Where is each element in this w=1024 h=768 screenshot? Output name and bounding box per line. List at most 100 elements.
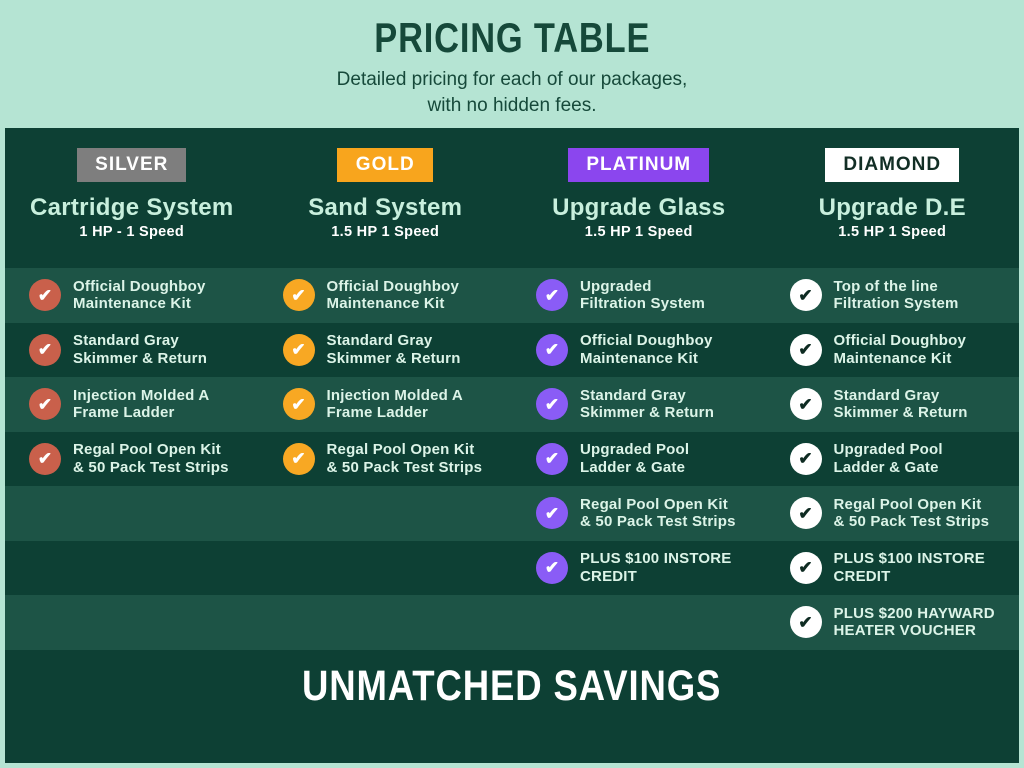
package-subtitle: 1.5 HP 1 Speed [584, 224, 693, 241]
feature-text: Injection Molded A Frame Ladder [326, 386, 463, 422]
check-icon: ✔ [789, 551, 822, 584]
check-icon: ✔ [536, 551, 568, 584]
feature-row: ✔ PLUS $200 HAYWARD HEATER VOUCHER [5, 595, 1019, 650]
feature-text: PLUS $100 INSTORE CREDIT [833, 550, 986, 585]
feature-cell-diamond: ✔ PLUS $200 HAYWARD HEATER VOUCHER [766, 595, 1020, 650]
feature-table: ✔ Official Doughboy Maintenance Kit ✔ Offic… [5, 268, 1019, 650]
package-title: Upgrade Glass [552, 194, 726, 221]
feature-cell-silver [5, 595, 259, 650]
feature-text: Top of the line Filtration System [833, 277, 959, 313]
feature-cell-diamond: ✔ PLUS $100 INSTORE CREDIT [766, 541, 1020, 596]
page-header: PRICING TABLE Detailed pricing for each … [0, 0, 1024, 128]
feature-cell-gold: ✔ Official Doughboy Maintenance Kit [259, 268, 513, 323]
package-title: Sand System [308, 194, 463, 221]
package-column-header-platinum: PLATINUM Upgrade Glass 1.5 HP 1 Speed [512, 128, 766, 268]
feature-text: Injection Molded A Frame Ladder [73, 386, 210, 422]
feature-cell-platinum: ✔ Upgraded Pool Ladder & Gate [512, 432, 766, 487]
check-icon: ✔ [29, 388, 61, 421]
package-subtitle: 1 HP - 1 Speed [79, 224, 185, 241]
feature-text: Upgraded Pool Ladder & Gate [580, 441, 690, 476]
check-icon: ✔ [789, 333, 822, 366]
feature-cell-silver [5, 541, 259, 596]
page-subtitle: Detailed pricing for each of our package… [336, 69, 688, 116]
feature-cell-gold [259, 595, 513, 650]
package-subtitle: 1.5 HP 1 Speed [331, 224, 440, 241]
feature-cell-gold: ✔ Injection Molded A Frame Ladder [259, 377, 513, 432]
feature-row: ✔ Regal Pool Open Kit & 50 Pack Test Stri… [5, 486, 1019, 541]
feature-text: Official Doughboy Maintenance Kit [580, 332, 713, 367]
feature-row: ✔ Official Doughboy Maintenance Kit ✔ Offic… [5, 268, 1019, 323]
feature-text: Regal Pool Open Kit & 50 Pack Test Strip… [833, 495, 990, 531]
feature-row: ✔ Regal Pool Open Kit & 50 Pack Test Stri… [5, 432, 1019, 487]
feature-row: ✔ PLUS $100 INSTORE CREDIT ✔ PLUS $100 INST… [5, 541, 1019, 596]
feature-text: Official Doughboy Maintenance Kit [326, 277, 460, 313]
feature-text: Official Doughboy Maintenance Kit [73, 277, 206, 313]
feature-cell-platinum: ✔ Regal Pool Open Kit & 50 Pack Test Stri… [512, 486, 766, 541]
feature-cell-platinum: ✔ PLUS $100 INSTORE CREDIT [512, 541, 766, 596]
feature-cell-gold: ✔ Standard Gray Skimmer & Return [259, 323, 513, 378]
savings-banner-text: UNMATCHED SAVINGS [302, 661, 722, 710]
feature-cell-silver: ✔ Standard Gray Skimmer & Return [5, 323, 259, 378]
feature-cell-silver: ✔ Official Doughboy Maintenance Kit [5, 268, 259, 323]
feature-text: PLUS $200 HAYWARD HEATER VOUCHER [833, 604, 995, 640]
feature-cell-platinum: ✔ Upgraded Filtration System [512, 268, 766, 323]
feature-cell-platinum [512, 595, 766, 650]
feature-cell-gold [259, 486, 513, 541]
feature-text: Regal Pool Open Kit & 50 Pack Test Strip… [580, 495, 736, 531]
check-icon: ✔ [536, 333, 568, 366]
feature-cell-platinum: ✔ Official Doughboy Maintenance Kit [512, 323, 766, 378]
feature-cell-gold: ✔ Regal Pool Open Kit & 50 Pack Test Stri… [259, 432, 513, 487]
check-icon: ✔ [789, 606, 822, 639]
feature-cell-silver: ✔ Injection Molded A Frame Ladder [5, 377, 259, 432]
check-icon: ✔ [536, 279, 568, 312]
pricing-panel: SILVER Cartridge System 1 HP - 1 Speed G… [5, 128, 1019, 763]
feature-cell-diamond: ✔ Upgraded Pool Ladder & Gate [766, 432, 1020, 487]
feature-cell-diamond: ✔ Regal Pool Open Kit & 50 Pack Test Stri… [766, 486, 1020, 541]
feature-text: PLUS $100 INSTORE CREDIT [580, 550, 732, 585]
check-icon: ✔ [789, 497, 822, 530]
feature-text: Regal Pool Open Kit & 50 Pack Test Strip… [73, 441, 229, 476]
feature-text: Official Doughboy Maintenance Kit [833, 332, 967, 367]
feature-text: Standard Gray Skimmer & Return [833, 386, 968, 422]
package-subtitle: 1.5 HP 1 Speed [838, 224, 947, 241]
check-icon: ✔ [536, 497, 568, 530]
check-icon: ✔ [282, 279, 315, 312]
feature-cell-silver: ✔ Regal Pool Open Kit & 50 Pack Test Stri… [5, 432, 259, 487]
feature-row: ✔ Injection Molded A Frame Ladder ✔ Injecti… [5, 377, 1019, 432]
package-column-header-diamond: DIAMOND Upgrade D.E 1.5 HP 1 Speed [766, 128, 1020, 268]
check-icon: ✔ [282, 388, 315, 421]
tier-badge-diamond: DIAMOND [825, 148, 960, 182]
check-icon: ✔ [789, 388, 822, 421]
feature-text: Upgraded Pool Ladder & Gate [833, 441, 943, 476]
tier-badge-platinum: PLATINUM [568, 148, 710, 182]
feature-text: Standard Gray Skimmer & Return [73, 332, 208, 367]
savings-banner: UNMATCHED SAVINGS [5, 650, 1019, 764]
tier-badge-silver: SILVER [77, 148, 187, 182]
check-icon: ✔ [29, 333, 61, 366]
check-icon: ✔ [282, 333, 315, 366]
feature-text: Standard Gray Skimmer & Return [580, 386, 715, 422]
feature-cell-diamond: ✔ Top of the line Filtration System [766, 268, 1020, 323]
package-title: Upgrade D.E [818, 194, 966, 221]
check-icon: ✔ [789, 442, 822, 475]
page-title: PRICING TABLE [374, 14, 650, 61]
package-column-header-silver: SILVER Cartridge System 1 HP - 1 Speed [5, 128, 259, 268]
feature-cell-gold [259, 541, 513, 596]
feature-text: Standard Gray Skimmer & Return [326, 332, 461, 367]
check-icon: ✔ [789, 279, 822, 312]
feature-cell-platinum: ✔ Standard Gray Skimmer & Return [512, 377, 766, 432]
tier-badge-gold: GOLD [337, 148, 434, 182]
feature-cell-silver [5, 486, 259, 541]
package-title: Cartridge System [29, 194, 234, 221]
package-column-header-gold: GOLD Sand System 1.5 HP 1 Speed [259, 128, 513, 268]
feature-cell-diamond: ✔ Standard Gray Skimmer & Return [766, 377, 1020, 432]
feature-text: Upgraded Filtration System [580, 277, 706, 313]
check-icon: ✔ [29, 442, 61, 475]
column-headers: SILVER Cartridge System 1 HP - 1 Speed G… [5, 128, 1019, 268]
feature-text: Regal Pool Open Kit & 50 Pack Test Strip… [326, 441, 483, 476]
check-icon: ✔ [536, 388, 568, 421]
check-icon: ✔ [536, 442, 568, 475]
check-icon: ✔ [29, 279, 61, 312]
feature-cell-diamond: ✔ Official Doughboy Maintenance Kit [766, 323, 1020, 378]
check-icon: ✔ [282, 442, 315, 475]
